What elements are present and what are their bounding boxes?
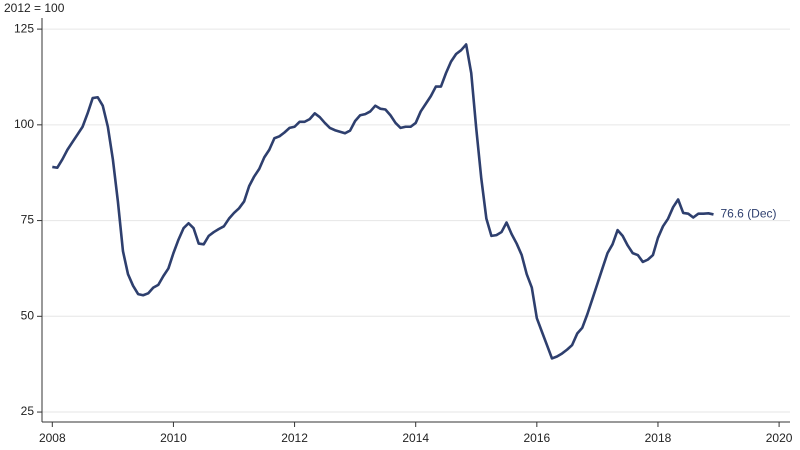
y-tick-label: 25 bbox=[21, 404, 35, 418]
y-axis-label: 2012 = 100 bbox=[4, 1, 65, 15]
x-tick-label: 2018 bbox=[645, 431, 672, 445]
x-tick-label: 2008 bbox=[39, 431, 66, 445]
x-tick-label: 2020 bbox=[766, 431, 793, 445]
x-tick-label: 2012 bbox=[281, 431, 308, 445]
y-tick-label: 50 bbox=[21, 308, 35, 322]
y-tick-label: 100 bbox=[14, 117, 34, 131]
x-tick-label: 2014 bbox=[402, 431, 429, 445]
y-tick-label: 125 bbox=[14, 21, 34, 35]
end-label: 76.6 (Dec) bbox=[721, 207, 777, 221]
y-tick-label: 75 bbox=[21, 213, 35, 227]
x-tick-label: 2016 bbox=[523, 431, 550, 445]
x-tick-label: 2010 bbox=[160, 431, 187, 445]
line bbox=[52, 43, 714, 360]
